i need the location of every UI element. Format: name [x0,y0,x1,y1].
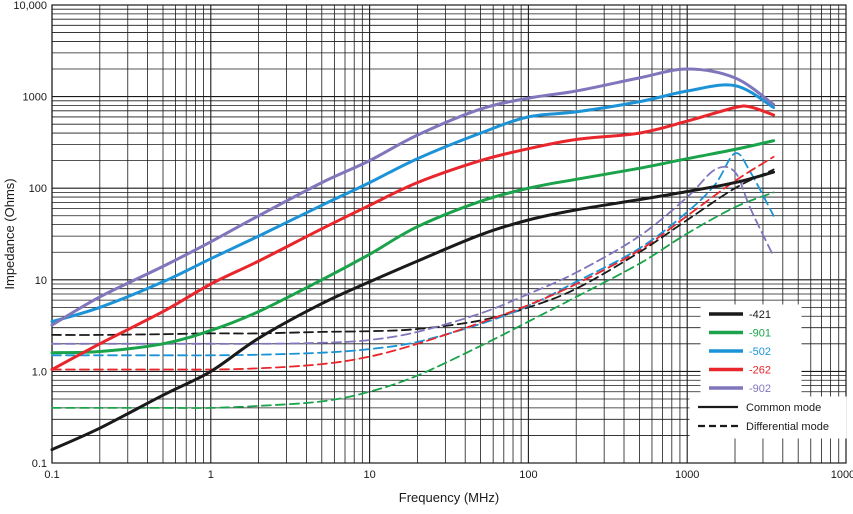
legend-label-902: -902 [749,383,771,395]
common-series-262 [50,104,776,371]
x-tick-label: 1 [208,469,214,481]
common-series-421 [50,170,776,452]
y-tick-label: 10,000 [13,0,47,12]
y-tick-label: 10 [35,275,47,287]
x-tick-label: 1000 [675,469,699,481]
legend-mode-box [689,396,847,439]
series-layer [50,67,776,452]
y-tick-label: 1000 [23,92,47,104]
common-series-901 [50,139,776,355]
y-tick-label: 1.0 [32,366,47,378]
legend-label-502: -502 [749,346,771,358]
x-axis-title: Frequency (MHz) [399,490,499,505]
legend-label-421: -421 [749,309,771,321]
common-series-502 [50,83,776,324]
legend: -421 -901 -502 -262 -902 Common mode Different… [689,304,847,439]
differential-series-262 [51,155,775,371]
differential-series-901 [51,191,775,409]
differential-series-421 [51,168,775,336]
x-tick-label: 10 [363,469,375,481]
x-tick-label: 0.1 [44,469,59,481]
legend-label-262: -262 [749,365,771,377]
differential-series-502 [51,152,775,357]
differential-series-902 [51,165,775,345]
y-axis-title: Impedance (Ohms) [2,178,17,289]
legend-mode-label-dashed: Differential mode [746,421,829,433]
y-tick-label: 100 [29,183,47,195]
legend-label-901: -901 [749,328,771,340]
legend-mode-label-solid: Common mode [746,402,821,414]
y-tick-label: 0.1 [32,458,47,470]
x-tick-label: 100 [519,469,537,481]
common-series-902 [50,67,776,327]
plot-frame [51,4,847,464]
